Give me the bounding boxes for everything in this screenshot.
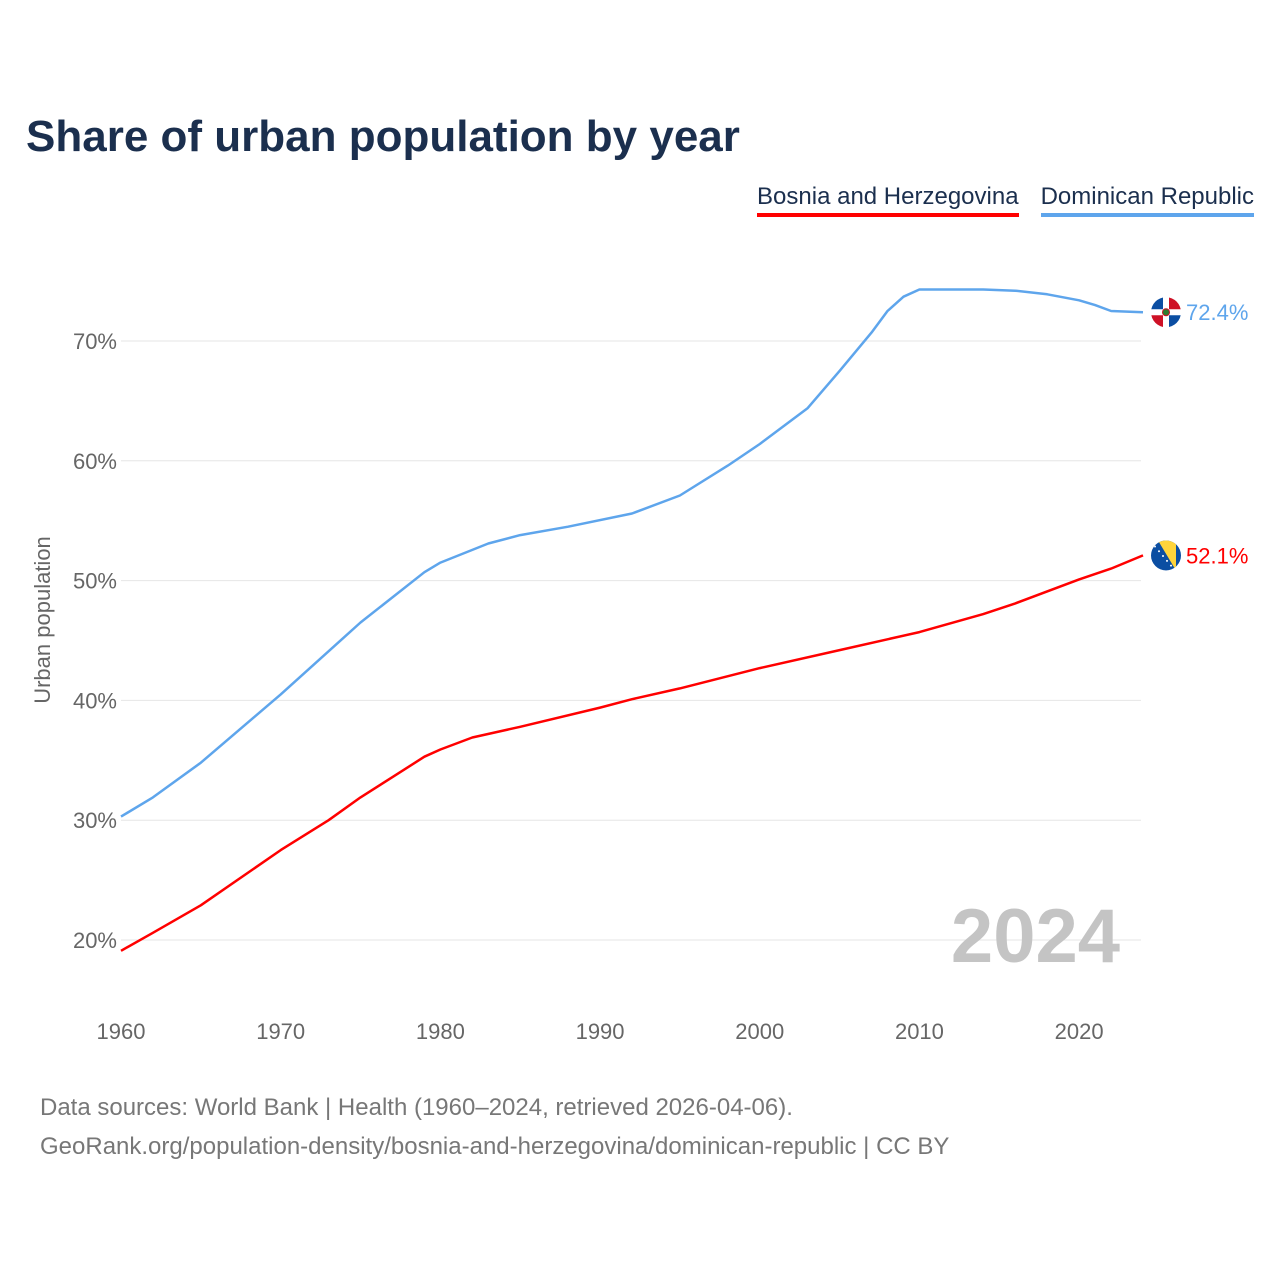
y-tick-label: 40% <box>73 688 117 713</box>
y-tick-label: 50% <box>73 569 117 594</box>
x-tick-label: 1990 <box>576 1019 625 1044</box>
data-source-text: Data sources: World Bank | Health (1960–… <box>40 1094 793 1121</box>
y-tick-label: 20% <box>73 928 117 953</box>
x-tick-label: 1960 <box>97 1019 146 1044</box>
x-tick-label: 1970 <box>256 1019 305 1044</box>
bosnia-flag-icon <box>1151 540 1181 571</box>
year-watermark: 2024 <box>951 894 1120 979</box>
y-tick-label: 70% <box>73 329 117 354</box>
series-line-bosnia[interactable] <box>120 554 1144 952</box>
y-axis-label: Urban population <box>30 536 55 704</box>
x-tick-label: 2010 <box>895 1019 944 1044</box>
x-tick-label: 1980 <box>416 1019 465 1044</box>
y-tick-label: 60% <box>73 449 117 474</box>
end-value-label: 52.1% <box>1186 543 1248 568</box>
legend-item-dominican-republic[interactable]: Dominican Republic <box>1040 183 1254 217</box>
source-url-text: GeoRank.org/population-density/bosnia-an… <box>40 1133 950 1160</box>
x-tick-label: 2000 <box>735 1019 784 1044</box>
chart-title: Share of urban population by year <box>26 112 740 161</box>
legend: Bosnia and Herzegovina Dominican Republi… <box>757 183 1254 217</box>
legend-item-bosnia[interactable]: Bosnia and Herzegovina <box>757 183 1019 217</box>
dominican-republic-flag-icon <box>1151 297 1181 328</box>
y-tick-label: 30% <box>73 808 117 833</box>
series-line-dominican-republic[interactable] <box>120 288 1144 818</box>
end-value-label: 72.4% <box>1186 300 1248 325</box>
footer: Data sources: World Bank | Health (1960–… <box>40 1088 949 1166</box>
x-tick-label: 2020 <box>1055 1019 1104 1044</box>
